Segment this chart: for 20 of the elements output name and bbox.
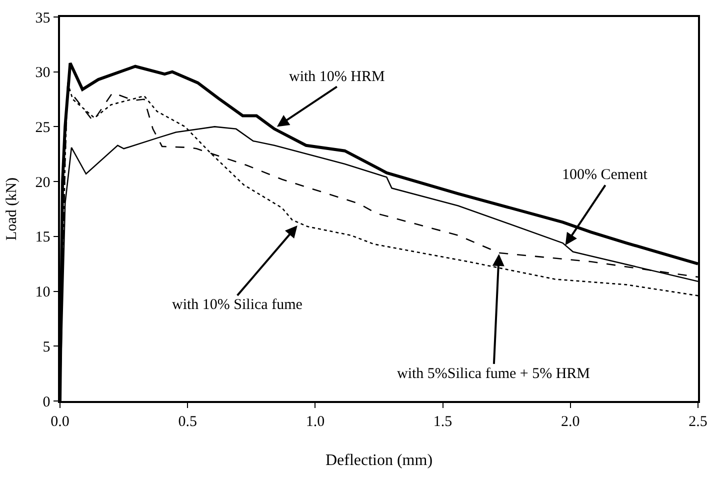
y-tick-label: 20: [35, 174, 50, 191]
y-axis-title: Load (kN): [4, 178, 20, 240]
y-tick-label: 10: [35, 284, 50, 301]
x-tick-label: 2.5: [688, 414, 708, 430]
annotation: with 5%Silica fume + 5% HRM: [397, 366, 590, 382]
y-tick-label: 5: [42, 339, 50, 356]
annotation: 100% Cement: [562, 167, 648, 183]
y-tick-label: 25: [35, 120, 50, 136]
x-tick-label: 0.5: [178, 414, 197, 430]
annotation: with 10% HRM: [289, 69, 385, 85]
annotation: with 10% Silica fume: [172, 297, 303, 313]
x-axis-title: Deflection (mm): [325, 452, 433, 469]
y-tick-label: 0: [42, 394, 50, 410]
y-tick-label: 15: [35, 230, 50, 246]
y-tick-label: 35: [35, 10, 50, 26]
y-tick-label: 30: [35, 65, 50, 82]
x-tick-label: 0.0: [50, 414, 70, 430]
x-tick-label: 1.5: [433, 414, 452, 430]
x-tick-label: 2.0: [561, 414, 580, 430]
x-tick-label: 1.0: [306, 414, 325, 430]
